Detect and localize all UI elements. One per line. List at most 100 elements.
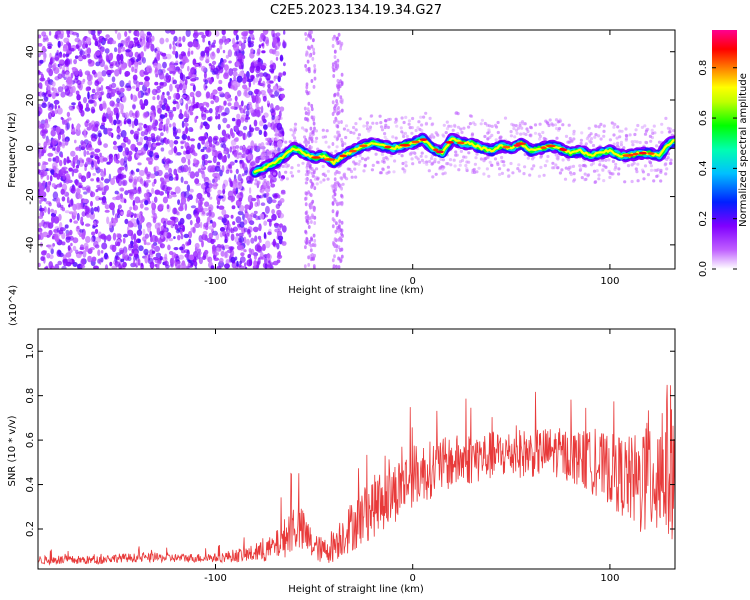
heatmap-halo-cell: [416, 157, 420, 161]
heatmap-halo-cell: [545, 120, 549, 124]
heatmap-noise-cell: [149, 230, 152, 238]
heatmap-noise-cell: [278, 72, 283, 78]
heatmap-halo-cell: [358, 117, 362, 121]
heatmap-noise-cell: [121, 179, 128, 186]
heatmap-noise-cell: [262, 80, 266, 88]
heatmap-noise-cell: [246, 131, 252, 138]
heatmap-noise-cell: [90, 178, 94, 182]
snr-ytick-label: 0.6: [25, 432, 36, 448]
colorbar-ticks: 0.00.20.40.60.8: [698, 60, 737, 277]
heatmap-noise-cell: [313, 64, 316, 68]
heatmap-noise-cell: [86, 150, 90, 156]
heatmap-noise-cell: [306, 59, 310, 64]
heatmap-noise-cell: [67, 245, 71, 251]
heatmap-halo-cell: [412, 151, 416, 155]
heatmap-noise-cell: [307, 66, 311, 71]
heatmap-noise-cell: [104, 178, 110, 184]
heatmap-halo-cell: [304, 181, 308, 185]
heatmap-noise-cell: [337, 106, 340, 110]
heatmap-halo-cell: [668, 161, 673, 166]
heatmap-noise-cell: [200, 50, 205, 57]
heatmap-noise-cell: [116, 128, 122, 133]
heatmap-noise-cell: [178, 83, 183, 91]
heatmap-noise-cell: [262, 262, 268, 269]
heatmap-halo-cell: [395, 124, 399, 128]
heatmap-noise-cell: [124, 70, 131, 77]
heatmap-noise-cell: [128, 150, 132, 156]
heatmap-noise-cell: [138, 245, 144, 252]
heatmap-halo-cell: [496, 120, 500, 125]
heatmap-halo-cell: [584, 142, 588, 146]
heatmap-noise-cell: [311, 243, 315, 247]
heatmap-noise-cell: [216, 265, 222, 269]
spectrogram-xtick-label: 100: [600, 276, 619, 287]
heatmap-noise-cell: [182, 89, 186, 94]
heatmap-halo-cell: [316, 177, 320, 181]
heatmap-noise-cell: [172, 106, 177, 112]
heatmap-halo-cell: [254, 182, 258, 186]
heatmap-halo-cell: [362, 124, 366, 128]
heatmap-noise-cell: [109, 261, 113, 267]
heatmap-noise-cell: [225, 169, 230, 174]
heatmap-noise-cell: [60, 154, 64, 158]
heatmap-noise-cell: [305, 85, 309, 90]
heatmap-noise-cell: [60, 188, 65, 195]
heatmap-halo-cell: [578, 164, 582, 168]
heatmap-halo-cell: [567, 123, 571, 127]
heatmap-noise-cell: [115, 159, 120, 164]
heatmap-noise-cell: [243, 236, 247, 244]
heatmap-halo-cell: [383, 125, 387, 130]
heatmap-noise-cell: [337, 120, 341, 125]
heatmap-halo-cell: [593, 135, 597, 139]
heatmap-noise-cell: [239, 145, 243, 151]
heatmap-noise-cell: [261, 43, 264, 47]
heatmap-noise-cell: [43, 197, 47, 202]
heatmap-noise-cell: [104, 48, 110, 54]
heatmap-halo-cell: [353, 162, 357, 166]
heatmap-halo-cell: [438, 166, 442, 170]
heatmap-halo-cell: [452, 158, 456, 162]
heatmap-noise-cell: [331, 201, 335, 205]
heatmap-halo-cell: [628, 133, 632, 137]
heatmap-noise-cell: [333, 192, 337, 197]
heatmap-noise-cell: [92, 225, 96, 229]
heatmap-halo-cell: [335, 180, 339, 185]
heatmap-noise-cell: [256, 245, 262, 252]
heatmap-noise-cell: [120, 59, 124, 64]
heatmap-noise-cell: [209, 79, 213, 85]
heatmap-noise-cell: [226, 232, 230, 237]
heatmap-noise-cell: [215, 115, 219, 120]
heatmap-noise-cell: [235, 233, 239, 237]
heatmap-noise-cell: [60, 91, 66, 98]
heatmap-halo-cell: [272, 172, 276, 176]
heatmap-noise-cell: [207, 160, 213, 164]
heatmap-halo-cell: [447, 124, 451, 128]
heatmap-noise-cell: [104, 66, 109, 71]
heatmap-noise-cell: [236, 260, 239, 267]
heatmap-noise-cell: [236, 148, 239, 155]
heatmap-noise-cell: [105, 34, 110, 39]
heatmap-noise-cell: [281, 241, 287, 246]
heatmap-noise-cell: [219, 231, 224, 238]
heatmap-noise-cell: [176, 152, 182, 156]
heatmap-noise-cell: [257, 57, 261, 63]
heatmap-halo-cell: [419, 154, 423, 158]
heatmap-noise-cell: [333, 254, 336, 259]
heatmap-halo-cell: [506, 168, 510, 172]
heatmap-noise-cell: [312, 264, 316, 269]
heatmap-halo-cell: [439, 157, 443, 161]
heatmap-noise-cell: [39, 77, 46, 82]
heatmap-noise-cell: [132, 181, 137, 189]
heatmap-noise-cell: [68, 105, 72, 110]
heatmap-noise-cell: [108, 221, 113, 229]
heatmap-noise-cell: [239, 117, 245, 123]
heatmap-noise-cell: [312, 47, 315, 52]
heatmap-halo-cell: [324, 140, 328, 144]
heatmap-halo-cell: [620, 129, 624, 133]
heatmap-noise-cell: [233, 44, 240, 52]
heatmap-noise-cell: [38, 142, 41, 147]
heatmap-noise-cell: [94, 121, 100, 127]
heatmap-noise-cell: [175, 229, 181, 234]
heatmap-halo-cell: [460, 158, 465, 163]
heatmap-noise-cell: [64, 88, 71, 96]
